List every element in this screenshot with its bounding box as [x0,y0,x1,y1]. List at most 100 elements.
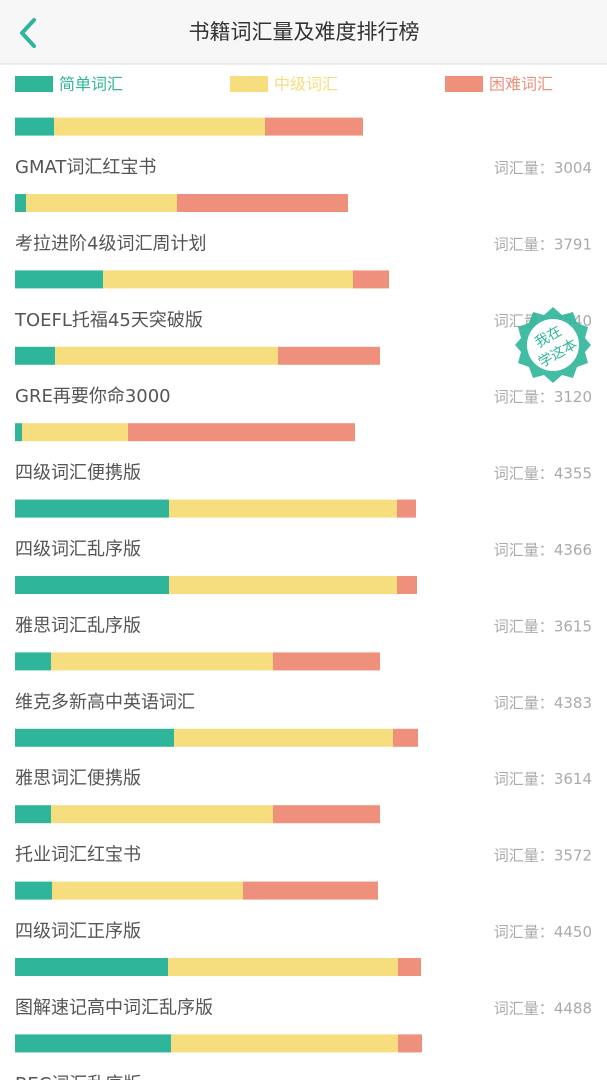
bar-segment [398,1034,422,1053]
bar-segment [15,270,103,289]
book-title: BEC词汇乱序版 [15,1074,141,1080]
bar-segment [171,1034,398,1053]
stamp[interactable]: 我在 学这本 [515,307,591,383]
book-title: 托业词汇红宝书 [15,845,141,866]
header-title: 书籍词汇量及难度排行榜 [189,20,420,44]
bar-segment [15,194,26,212]
bar-segment [15,499,169,518]
vocab-count-value: 3572 [554,846,592,864]
bar-segment [393,728,418,747]
stamp-inner [527,319,579,371]
legend-swatch [15,76,53,92]
vocab-count-label: 词汇量： [494,464,554,482]
bar-segment [177,194,348,212]
bar-segment [353,270,389,289]
bar-segment [169,576,397,594]
book-title: 考拉进阶4级词汇周计划 [15,233,206,254]
book-title: 雅思词汇乱序版 [15,615,141,636]
bar-segment [15,652,51,671]
vocab-count-label: 词汇量： [494,846,554,864]
bar-segment [15,423,22,442]
vocab-count-value: 3004 [554,159,592,177]
bar-segment [168,958,398,976]
bar-segment [265,117,363,136]
bar-segment [15,805,51,824]
bar-segment [128,423,355,442]
bar-segment [273,805,380,824]
book-title: TOEFL托福45天突破版 [14,310,203,331]
vocab-count: 词汇量：4488 [494,999,592,1017]
vocab-count-value: 4366 [554,541,592,559]
bar-segment [273,652,380,671]
bar-segment [15,1034,171,1053]
vocab-count: 词汇量：3614 [494,770,592,788]
legend-label: 困难词汇 [489,75,553,94]
vocab-count-label: 词汇量： [494,923,554,941]
bar-segment [397,499,416,518]
bar-segment [15,881,52,900]
bar-segment [52,881,243,900]
bar-segment [243,881,378,900]
vocab-count: 词汇量：4383 [494,693,592,711]
vocab-count: 词汇量：3120 [494,388,592,406]
bar-segment [397,576,417,594]
book-title: GRE再要你命3000 [15,386,171,407]
bar-segment [15,958,168,976]
bar-segment [103,270,353,289]
bar-segment [15,728,174,747]
bar-segment [15,576,169,594]
vocab-count: 词汇量：4366 [494,541,592,559]
vocab-count-label: 词汇量： [494,999,554,1017]
book-title: 图解速记高中词汇乱序版 [15,997,213,1018]
vocab-count-value: 3615 [554,617,592,635]
vocab-count: 词汇量：4355 [494,464,592,482]
book-title: 雅思词汇便携版 [15,768,141,789]
vocab-count-label: 词汇量： [494,617,554,635]
book-title: 四级词汇正序版 [15,921,141,942]
vocab-count-value: 3614 [554,770,592,788]
vocab-count: 词汇量：3004 [494,159,592,177]
book-title: 维克多新高中英语词汇 [15,692,195,713]
vocab-count-label: 词汇量： [494,159,554,177]
bar-segment [15,346,55,365]
bar-segment [26,194,177,212]
vocab-count-value: 4450 [554,923,592,941]
book-title: 四级词汇便携版 [15,463,141,484]
bar-segment [22,423,128,442]
bar-segment [169,499,397,518]
bar-segment [278,346,380,365]
back-button[interactable] [20,18,36,48]
legend-label: 简单词汇 [59,75,123,94]
bar-segment [398,958,421,976]
legend-swatch [445,76,483,92]
vocab-count: 词汇量：3791 [494,235,592,253]
vocab-count-label: 词汇量： [494,541,554,559]
vocab-count-value: 4383 [554,693,592,711]
bar-segment [54,117,265,136]
book-title: 四级词汇乱序版 [15,539,141,560]
vocab-count-label: 词汇量： [494,388,554,406]
vocab-count-value: 3120 [554,388,592,406]
bar-segment [55,346,278,365]
vocab-count-value: 4488 [554,999,592,1017]
header [0,0,607,64]
vocab-count-label: 词汇量： [494,235,554,253]
vocab-count: 词汇量：3572 [494,846,592,864]
vocab-count-value: 4355 [554,464,592,482]
vocab-count-value: 3791 [554,235,592,253]
legend-label: 中级词汇 [274,75,338,94]
vocab-count: 词汇量：3615 [494,617,592,635]
vocab-count-label: 词汇量： [494,693,554,711]
bar-segment [174,728,393,747]
vocab-count-label: 词汇量： [494,770,554,788]
legend: 简单词汇 中级词汇 困难词汇 [15,75,553,94]
book-title: GMAT词汇红宝书 [15,157,156,178]
bar-segment [51,805,273,824]
bar-segment [15,117,54,136]
legend-swatch [230,76,268,92]
bar-segment [51,652,273,671]
vocab-count: 词汇量：4450 [494,923,592,941]
